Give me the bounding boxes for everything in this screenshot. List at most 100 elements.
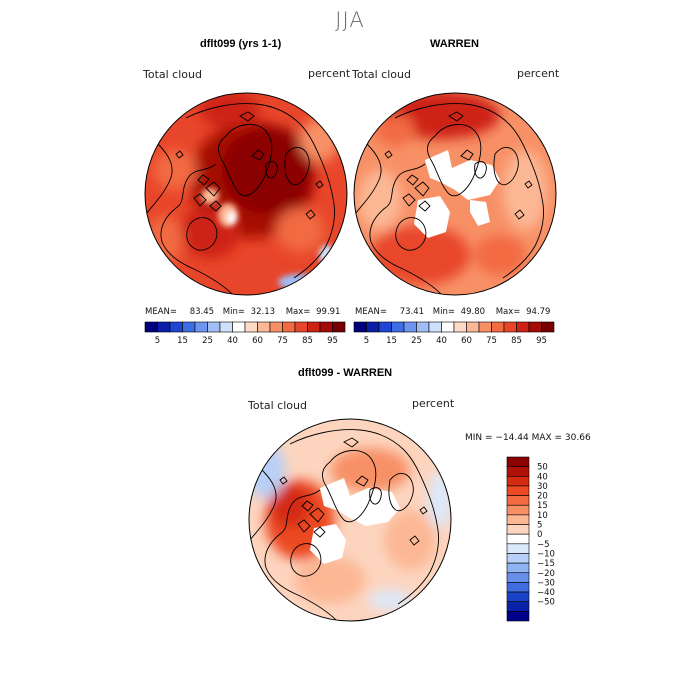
colorbar-swatch xyxy=(157,321,171,333)
colorbar-tick-label: −30 xyxy=(537,578,555,588)
panel-model-variable: Total cloud xyxy=(143,68,202,81)
colorbar-swatch xyxy=(182,321,196,333)
colorbar-swatch xyxy=(506,611,530,622)
colorbar-swatch xyxy=(478,321,492,333)
colorbar-tick-label: 10 xyxy=(537,511,548,521)
min-value: 32.13 xyxy=(250,307,276,317)
panel-model-units: percent xyxy=(308,67,351,80)
colorbar-tick-label: 15 xyxy=(386,336,397,346)
colorbar-swatch xyxy=(257,321,271,333)
colorbar-swatch xyxy=(282,321,296,333)
colorbar-swatch xyxy=(506,524,530,535)
colorbar-swatch xyxy=(506,591,530,603)
max-label: Max= xyxy=(285,307,311,317)
colorbar-swatch xyxy=(332,321,346,333)
colorbar-swatch xyxy=(403,321,417,333)
colorbar-swatch xyxy=(232,321,246,333)
max-value: 94.79 xyxy=(526,307,551,317)
colorbar-swatch xyxy=(506,456,530,467)
colorbar-tick-label: 5 xyxy=(364,336,369,346)
colorbar-tick-label: 40 xyxy=(537,472,548,482)
colorbar-swatch xyxy=(144,321,158,333)
colorbar-tick-label: −50 xyxy=(537,598,555,608)
colorbar-obs: 5 15 25 40 60 75 85 95 xyxy=(353,321,555,346)
colorbar-model: 5 15 25 40 60 75 85 95 xyxy=(144,321,346,346)
colorbar-tick-label: 5 xyxy=(537,521,542,531)
colorbar-swatch xyxy=(416,321,430,333)
colorbar-swatch xyxy=(506,495,530,506)
colorbar-tick-label: −10 xyxy=(537,549,555,559)
colorbar-tick-label: −5 xyxy=(537,540,550,550)
colorbar-swatch xyxy=(506,475,530,487)
mean-value: 73.41 xyxy=(399,307,425,317)
colorbar-tick-label: 85 xyxy=(302,336,313,346)
mean-label: MEAN= xyxy=(355,307,387,317)
panel-obs-stats: MEAN= 73.41 Min= 49.80 Max= 94.79 xyxy=(355,307,550,317)
colorbar-tick-label: 40 xyxy=(436,336,447,346)
colorbar-swatch xyxy=(506,543,530,554)
panel-diff-map xyxy=(248,418,452,622)
colorbar-swatch xyxy=(194,321,208,333)
colorbar-tick-label: 60 xyxy=(461,336,472,346)
colorbar-swatch xyxy=(506,553,530,564)
colorbar-tick-label: 25 xyxy=(411,336,422,346)
panel-obs-variable: Total cloud xyxy=(352,68,411,81)
colorbar-swatch xyxy=(294,321,308,333)
panel-model-stats: MEAN= 83.45 Min= 32.13 Max= 99.91 xyxy=(145,307,340,317)
panel-model-title: dflt099 (yrs 1-1) xyxy=(200,38,282,50)
colorbar-tick-label: 0 xyxy=(537,530,542,540)
colorbar-swatch xyxy=(528,321,542,333)
colorbar-swatch xyxy=(506,485,530,496)
colorbar-swatch xyxy=(219,321,233,333)
colorbar-swatch xyxy=(506,533,530,545)
colorbar-swatch xyxy=(453,321,467,333)
panel-obs-map xyxy=(353,92,557,296)
panel-diff-title: dflt099 - WARREN xyxy=(298,367,393,379)
colorbar-swatch xyxy=(269,321,283,333)
panel-obs-units: percent xyxy=(517,67,560,80)
colorbar-tick-label: −40 xyxy=(537,588,555,598)
colorbar-tick-label: 15 xyxy=(177,336,188,346)
colorbar-swatch xyxy=(541,321,555,333)
min-label: Min= xyxy=(432,307,455,317)
colorbar-tick-label: 5 xyxy=(155,336,160,346)
colorbar-swatch xyxy=(428,321,442,333)
colorbar-tick-label: 60 xyxy=(252,336,263,346)
colorbar-tick-label: 95 xyxy=(327,336,338,346)
colorbar-swatch xyxy=(506,572,530,583)
colorbar-swatch xyxy=(244,321,258,333)
colorbar-swatch xyxy=(169,321,183,333)
min-label: Min= xyxy=(222,307,245,317)
colorbar-swatch xyxy=(207,321,221,333)
mean-value: 83.45 xyxy=(189,307,215,317)
colorbar-swatch xyxy=(516,321,530,333)
panel-diff-variable: Total cloud xyxy=(248,399,307,412)
max-value: 99.91 xyxy=(316,307,341,317)
colorbar-tick-label: 40 xyxy=(227,336,238,346)
min-value: 49.80 xyxy=(460,307,486,317)
colorbar-swatch xyxy=(506,582,530,593)
colorbar-tick-label: 50 xyxy=(537,463,548,473)
colorbar-tick-label: 75 xyxy=(486,336,497,346)
colorbar-tick-label: 75 xyxy=(277,336,288,346)
colorbar-swatch xyxy=(466,321,480,333)
colorbar-swatch xyxy=(441,321,455,333)
colorbar-tick-label: 15 xyxy=(537,501,548,511)
colorbar-tick-label: 95 xyxy=(536,336,547,346)
colorbar-swatch xyxy=(378,321,392,333)
colorbar-swatch xyxy=(491,321,505,333)
colorbar-swatch xyxy=(366,321,380,333)
mean-label: MEAN= xyxy=(145,307,177,317)
panel-model-map xyxy=(144,92,348,296)
colorbar-swatch xyxy=(506,601,530,612)
panel-diff-minmax: MIN = −14.44 MAX = 30.66 xyxy=(465,433,591,443)
colorbar-tick-label: 20 xyxy=(537,492,548,502)
colorbar-swatch xyxy=(503,321,517,333)
max-label: Max= xyxy=(495,307,521,317)
colorbar-tick-label: −15 xyxy=(537,559,555,569)
colorbar-swatch xyxy=(391,321,405,333)
colorbar-tick-label: 25 xyxy=(202,336,213,346)
colorbar-swatch xyxy=(506,514,530,525)
